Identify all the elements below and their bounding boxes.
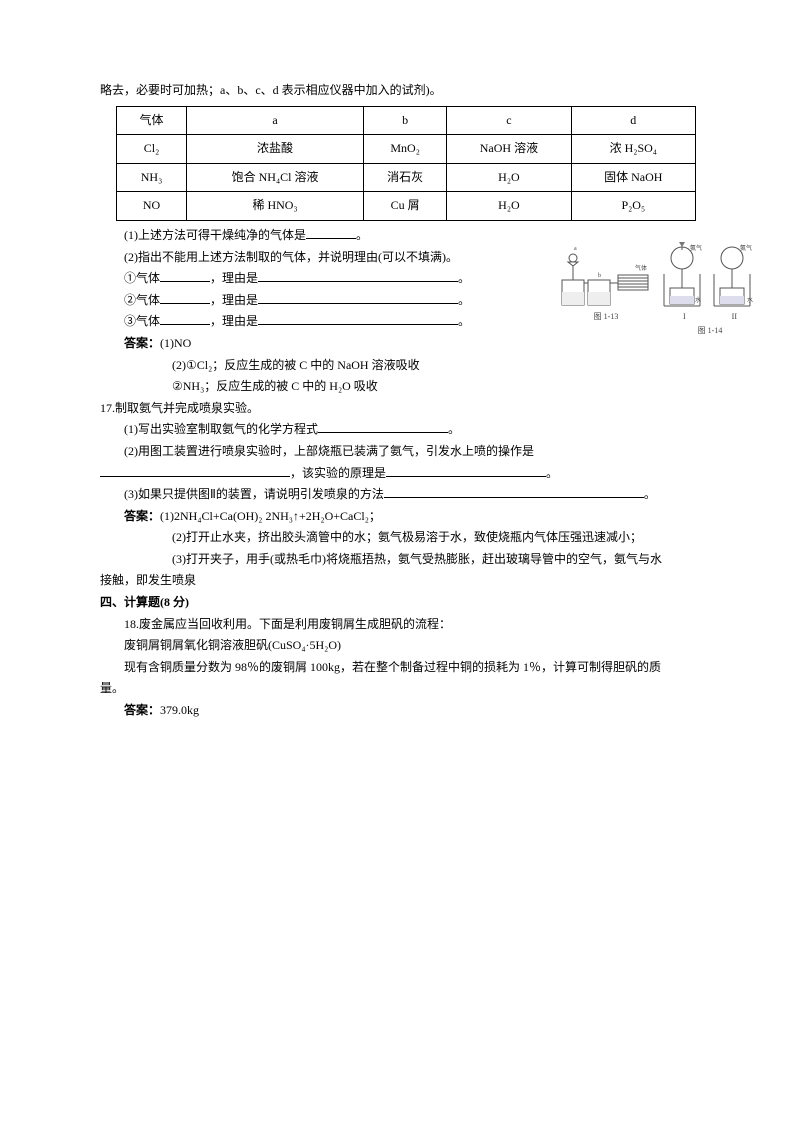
- cell: MnO₂: [364, 135, 447, 164]
- fig2-label-ii: II: [732, 310, 737, 324]
- q17-2b: ，该实验的原理是 。: [100, 463, 700, 485]
- blank: [160, 292, 210, 304]
- table-row: NO 稀 HNO₃ Cu 屑 H₂O P₂O₅: [117, 192, 696, 221]
- ans1: (1)NO: [160, 336, 191, 350]
- svg-text:a: a: [574, 246, 577, 252]
- q18-d: 量。: [100, 678, 700, 700]
- fig2-label-i: I: [683, 310, 686, 324]
- fountain-diagram-icon: 氨气 氨气 水 水: [660, 240, 760, 310]
- table-row: NH₃ 饱合 NH₄Cl 溶液 消石灰 H₂O 固体 NaOH: [117, 163, 696, 192]
- svg-text:水: 水: [747, 296, 753, 304]
- cell: 稀 HNO₃: [187, 192, 364, 221]
- blank: [384, 486, 644, 498]
- q17-2b-text: ，该实验的原理是: [290, 466, 386, 480]
- q17-1-text: (1)写出实验室制取氨气的化学方程式: [124, 422, 318, 436]
- fig2-caption: 图 1-14: [660, 324, 760, 338]
- q17-3: (3)如果只提供图Ⅱ的装置，请说明引发喷泉的方法 。: [100, 484, 700, 506]
- cell: NH₃: [117, 163, 187, 192]
- q17-ans1-line: 答案：(1)2NH₄Cl+Ca(OH)₂ 2NH₃↑+2H₂O+CaCl₂；: [100, 506, 700, 528]
- period: 。: [458, 271, 470, 285]
- q17-2a: (2)用图工装置进行喷泉实验时，上部烧瓶已装满了氨气，引发水上喷的操作是: [100, 441, 700, 463]
- reagent-table: 气体 a b c d Cl₂ 浓盐酸 MnO₂ NaOH 溶液 浓 H₂SO₄ …: [116, 106, 696, 221]
- blank: [160, 270, 210, 282]
- ans2-1: (2)①Cl₂；反应生成的被 C 中的 NaOH 溶液吸收: [100, 355, 700, 377]
- ans-label: 答案：: [124, 509, 160, 523]
- q18-c: 现有含铜质量分数为 98％的废铜屑 100kg，若在整个制备过程中铜的损耗为 1…: [100, 657, 700, 679]
- period: 。: [644, 487, 656, 501]
- cell: H₂O: [447, 163, 571, 192]
- q18-a: 18.废金属应当回收利用。下面是利用废铜屑生成胆矾的流程：: [100, 614, 700, 636]
- th-4: d: [571, 106, 695, 135]
- fig1-caption: 图 1-13: [560, 310, 652, 324]
- apparatus-diagram-icon: a b 气体: [560, 240, 652, 310]
- svg-text:水: 水: [695, 296, 701, 304]
- q17-ans3b: 接触，即发生喷泉: [100, 570, 700, 592]
- intro-line: 略去，必要时可加热；a、b、c、d 表示相应仪器中加入的试剂)。: [100, 80, 700, 102]
- blank: [318, 421, 448, 433]
- svg-text:b: b: [598, 273, 601, 279]
- cell: Cu 屑: [364, 192, 447, 221]
- blank: [306, 227, 356, 239]
- cell: 浓盐酸: [187, 135, 364, 164]
- period: 。: [546, 466, 558, 480]
- ans-label: 答案：: [124, 703, 160, 717]
- reason-label: ，理由是: [210, 271, 258, 285]
- th-1: a: [187, 106, 364, 135]
- figure-2: 氨气 氨气 水 水 I II 图 1-14: [660, 240, 760, 339]
- table-header-row: 气体 a b c d: [117, 106, 696, 135]
- period: 。: [448, 422, 460, 436]
- q18-b: 废铜屑铜屑氧化铜溶液胆矾(CuSO₄·5H₂O): [100, 635, 700, 657]
- blank: [160, 313, 210, 325]
- reason-label: ，理由是: [210, 314, 258, 328]
- q18-ans-line: 答案：379.0kg: [100, 700, 700, 722]
- section4-heading: 四、计算题(8 分): [100, 592, 700, 614]
- figure-1: a b 气体 图 1-13: [560, 240, 652, 339]
- cell: Cl₂: [117, 135, 187, 164]
- ans-label: 答案：: [124, 336, 160, 350]
- th-0: 气体: [117, 106, 187, 135]
- q18-ans: 379.0kg: [160, 703, 199, 717]
- q17-ans2: (2)打开止水夹，挤出胶头滴管中的水；氨气极易溶于水，致使烧瓶内气体压强迅速减小…: [100, 527, 700, 549]
- cell: NO: [117, 192, 187, 221]
- q17-ans3a: (3)打开夹子，用手(或热毛巾)将烧瓶捂热，氨气受热膨胀，赶出玻璃导管中的空气，…: [100, 549, 700, 571]
- period: 。: [458, 314, 470, 328]
- cell: NaOH 溶液: [447, 135, 571, 164]
- cell: 浓 H₂SO₄: [571, 135, 695, 164]
- th-2: b: [364, 106, 447, 135]
- blank: [386, 465, 546, 477]
- cell: 饱合 NH₄Cl 溶液: [187, 163, 364, 192]
- period: 。: [458, 293, 470, 307]
- q17-1: (1)写出实验室制取氨气的化学方程式 。: [100, 419, 700, 441]
- period: 。: [356, 228, 368, 242]
- th-3: c: [447, 106, 571, 135]
- blank: [258, 313, 458, 325]
- reason-label: ，理由是: [210, 293, 258, 307]
- blank: [100, 465, 290, 477]
- q1-text: (1)上述方法可得干燥纯净的气体是: [124, 228, 306, 242]
- table-row: Cl₂ 浓盐酸 MnO₂ NaOH 溶液 浓 H₂SO₄: [117, 135, 696, 164]
- svg-text:气体: 气体: [635, 264, 647, 272]
- cell: H₂O: [447, 192, 571, 221]
- cell: 消石灰: [364, 163, 447, 192]
- sub3-prefix: ③气体: [124, 314, 160, 328]
- sub2-prefix: ②气体: [124, 293, 160, 307]
- q17-ans1: (1)2NH₄Cl+Ca(OH)₂ 2NH₃↑+2H₂O+CaCl₂；: [160, 509, 381, 523]
- svg-text:氨气: 氨气: [690, 244, 702, 252]
- sub1-prefix: ①气体: [124, 271, 160, 285]
- cell: P₂O₅: [571, 192, 695, 221]
- blank: [258, 270, 458, 282]
- q17-title: 17.制取氨气并完成喷泉实验。: [100, 398, 700, 420]
- figure-group: a b 气体 图 1-13 氨气 氨气 水 水: [560, 240, 760, 339]
- cell: 固体 NaOH: [571, 163, 695, 192]
- q17-3-text: (3)如果只提供图Ⅱ的装置，请说明引发喷泉的方法: [124, 487, 384, 501]
- svg-text:氨气: 氨气: [740, 244, 752, 252]
- ans2-2: ②NH₃；反应生成的被 C 中的 H₂O 吸收: [100, 376, 700, 398]
- blank: [258, 292, 458, 304]
